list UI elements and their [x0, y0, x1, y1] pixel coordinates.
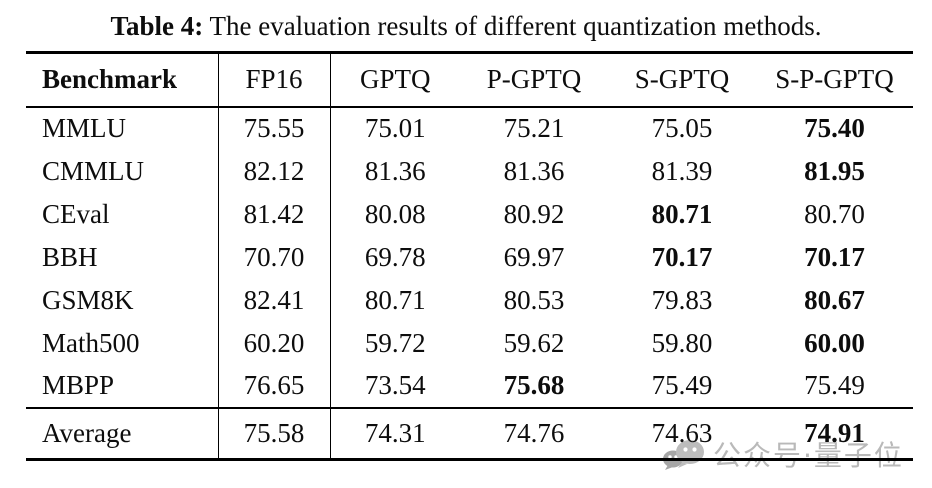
value-cell: 74.76 [503, 417, 565, 448]
benchmark-cell: BBH [26, 235, 219, 279]
value-cell: 80.71 [364, 284, 426, 315]
value-cell: 75.40 [804, 113, 865, 143]
table-row: Math500 60.20 59.72 59.62 59.80 60.00 [26, 321, 913, 365]
value-cell: 75.05 [651, 113, 713, 143]
value-cell: 70.17 [651, 241, 713, 272]
value-cell: 70.17 [804, 241, 865, 272]
table-row: CEval 81.42 80.08 80.92 80.71 80.70 [26, 192, 913, 236]
value-cell: 81.36 [364, 155, 426, 186]
value-cell: 75.49 [651, 370, 713, 400]
value-cell: 82.41 [218, 278, 331, 322]
table-caption-label: Table 4: [110, 11, 204, 41]
column-header-fp16: FP16 [218, 52, 331, 107]
value-cell: 76.65 [218, 364, 331, 408]
value-cell: 75.01 [364, 113, 426, 143]
value-cell: 69.97 [503, 241, 565, 272]
value-cell: 70.70 [218, 235, 331, 279]
benchmark-cell: GSM8K [26, 278, 219, 322]
watermark: 公众号·量子位 [662, 433, 904, 475]
average-row: Average 75.58 74.31 74.76 74.63 74.91 [26, 407, 913, 460]
value-cell: 80.08 [364, 198, 426, 229]
table-row: GSM8K 82.41 80.71 80.53 79.83 80.67 [26, 278, 913, 322]
value-cell: 73.54 [364, 370, 426, 400]
column-header-s-gptq: S-GPTQ [634, 64, 730, 95]
benchmark-cell: Math500 [26, 321, 219, 365]
benchmark-cell: Average [26, 407, 219, 460]
value-cell: 80.67 [804, 284, 865, 315]
table-caption-text: The evaluation results of different quan… [203, 11, 822, 41]
wechat-icon [662, 436, 706, 472]
value-cell: 59.62 [503, 327, 565, 358]
benchmark-cell: CMMLU [26, 149, 219, 193]
benchmark-cell: CEval [26, 192, 219, 236]
watermark-text: 公众号·量子位 [713, 439, 904, 472]
results-table: Benchmark FP16 GPTQ P-GPTQ S-GPTQ S-P-GPTQ MM… [26, 51, 913, 461]
column-header-p-gptq: P-GPTQ [486, 64, 582, 95]
value-cell: 82.12 [218, 149, 331, 193]
value-cell: 75.55 [218, 106, 331, 150]
table-row: CMMLU 82.12 81.36 81.36 81.39 81.95 [26, 149, 913, 193]
header-row: Benchmark FP16 GPTQ P-GPTQ S-GPTQ S-P-GPTQ [26, 52, 913, 107]
column-header-gptq: GPTQ [359, 64, 431, 95]
value-cell: 81.42 [218, 192, 331, 236]
value-cell: 74.91 [804, 417, 865, 448]
value-cell: 75.49 [804, 370, 865, 400]
value-cell: 80.92 [503, 198, 565, 229]
value-cell: 59.72 [364, 327, 426, 358]
column-header-benchmark: Benchmark [26, 52, 219, 107]
column-header-s-p-gptq: S-P-GPTQ [775, 64, 894, 95]
value-cell: 80.53 [503, 284, 565, 315]
value-cell: 60.20 [218, 321, 331, 365]
value-cell: 60.00 [804, 327, 865, 358]
value-cell: 74.31 [364, 417, 426, 448]
value-cell: 75.21 [503, 113, 565, 143]
value-cell: 75.58 [218, 407, 331, 460]
value-cell: 75.68 [503, 370, 565, 400]
benchmark-cell: MBPP [26, 364, 219, 408]
value-cell: 81.39 [651, 155, 713, 186]
value-cell: 79.83 [651, 284, 713, 315]
value-cell: 74.63 [651, 417, 713, 448]
value-cell: 80.70 [804, 198, 865, 229]
benchmark-cell: MMLU [26, 106, 219, 150]
value-cell: 81.36 [503, 155, 565, 186]
value-cell: 81.95 [804, 155, 865, 186]
table-row: BBH 70.70 69.78 69.97 70.17 70.17 [26, 235, 913, 279]
value-cell: 69.78 [364, 241, 426, 272]
table-row: MMLU 75.55 75.01 75.21 75.05 75.40 [26, 106, 913, 150]
table-row: MBPP 76.65 73.54 75.68 75.49 75.49 [26, 364, 913, 408]
table-caption: Table 4: The evaluation results of diffe… [0, 11, 932, 42]
value-cell: 59.80 [651, 327, 713, 358]
table-body: MMLU 75.55 75.01 75.21 75.05 75.40 CMMLU 82.12 8… [26, 106, 913, 408]
value-cell: 80.71 [651, 198, 713, 229]
